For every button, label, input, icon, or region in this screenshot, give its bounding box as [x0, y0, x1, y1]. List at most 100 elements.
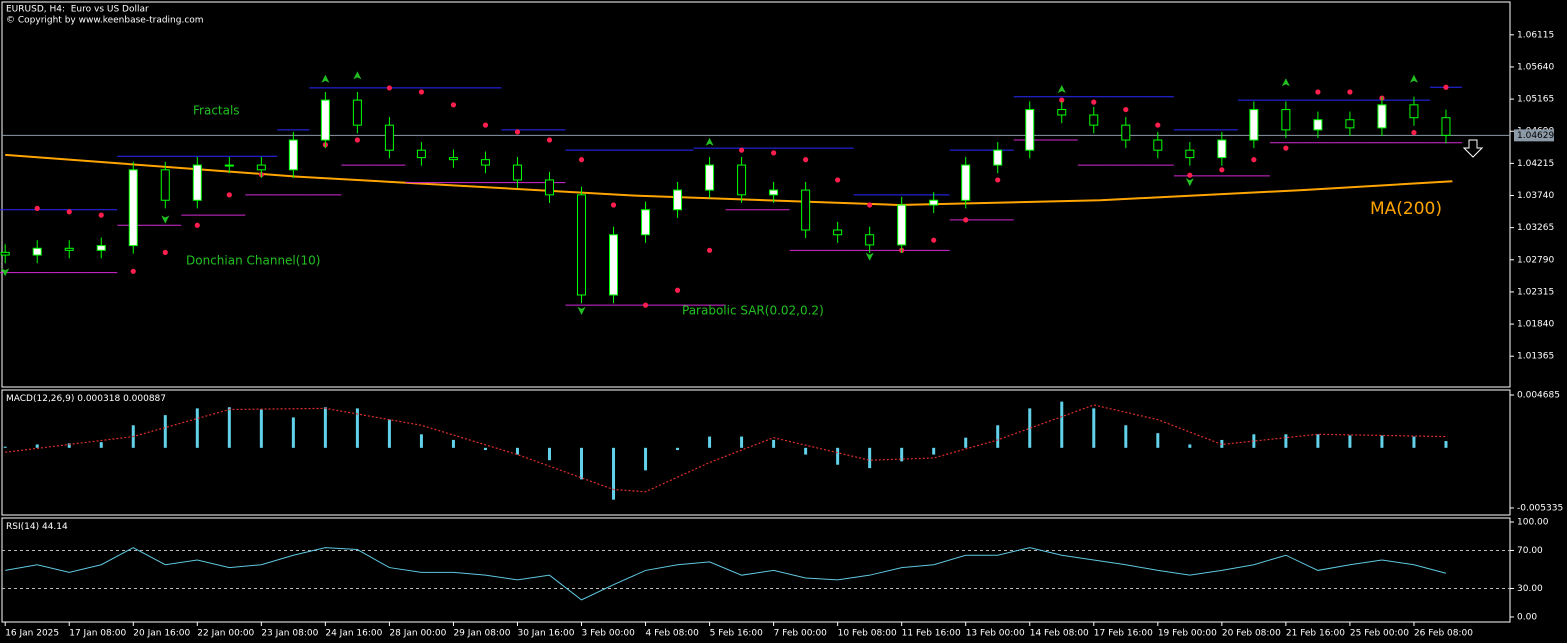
- sar-dot: [1411, 129, 1417, 136]
- current-price-box: [1514, 129, 1554, 142]
- y-tick-label: 1.06115: [1517, 30, 1554, 40]
- macd-bar: [3, 446, 7, 448]
- candle-body: [96, 245, 106, 251]
- rsi-value: 44.14: [42, 522, 68, 532]
- macd-bar: [291, 417, 295, 448]
- candle-body: [833, 229, 843, 236]
- candle-body: [1281, 109, 1291, 131]
- sar-dot: [1059, 97, 1065, 103]
- fractal-down: [1, 268, 10, 277]
- macd-bar: [483, 447, 487, 451]
- candle-body: [0, 251, 10, 256]
- copyright: © Copyright by www.keenbase-trading.com: [6, 16, 204, 26]
- macd-title: MACD(12,26,9): [6, 394, 74, 404]
- candle-body: [1377, 104, 1387, 129]
- macd-panel-frame: [1, 389, 1511, 516]
- macd-bar: [387, 419, 391, 448]
- macd-bar: [580, 447, 584, 480]
- candle-body: [544, 179, 554, 196]
- x-tick-label: 23 Jan 08:00: [261, 629, 318, 639]
- sar-dot: [995, 177, 1001, 183]
- sar-dot: [803, 157, 809, 163]
- macd-bar: [355, 408, 359, 448]
- y-tick-label: 30.00: [1517, 584, 1543, 594]
- candle-body: [1409, 104, 1419, 119]
- sar-dot: [354, 137, 360, 143]
- chart-title: EURUSD, H4: Euro vs US Dollar: [6, 5, 149, 15]
- sar-dot: [418, 89, 425, 95]
- fractal-down: [865, 252, 874, 261]
- candle-body: [32, 247, 42, 256]
- ma-label: MA(200): [1370, 199, 1442, 219]
- candle-body: [929, 199, 939, 206]
- y-tick-label: 1.05640: [1517, 62, 1554, 72]
- macd-bar: [1380, 435, 1384, 448]
- fractal-up: [321, 74, 330, 83]
- price-panel: 1.061151.056401.051651.046901.042151.037…: [0, 30, 1554, 362]
- candle-body: [865, 234, 875, 246]
- macd-panel: 0.004685 -0.005335 MACD(12,26,9) 0.000318 …: [3, 391, 1563, 513]
- sar-dot: [1187, 172, 1193, 178]
- sar-dot: [610, 202, 617, 208]
- candle-body: [897, 204, 907, 246]
- x-tick-label: 19 Feb 00:00: [1158, 629, 1217, 639]
- candle-body: [1057, 109, 1067, 116]
- macd-bar: [836, 447, 840, 465]
- macd-bar: [932, 447, 936, 455]
- fractal-down: [1185, 178, 1194, 187]
- candle-body: [192, 164, 202, 201]
- macd-bar: [1092, 408, 1096, 448]
- sar-dot: [34, 205, 40, 211]
- sar-label: Parabolic SAR(0.02,0.2): [682, 304, 824, 318]
- macd-bar: [868, 447, 872, 469]
- macd-bar: [163, 415, 167, 448]
- candle-body: [64, 247, 74, 251]
- candle-body: [1217, 139, 1227, 159]
- rsi-panel: 100.00 70.00 30.00 0.00 RSI(14) 44.14 16 Jan …: [2, 517, 1549, 639]
- candle-body: [961, 164, 971, 201]
- macd-bar: [1444, 441, 1448, 448]
- macd-main-value: 0.000318: [77, 394, 120, 404]
- candle-body: [609, 234, 619, 296]
- fractal-up: [1057, 84, 1066, 93]
- fractal-down: [161, 215, 170, 224]
- macd-bar: [419, 434, 423, 448]
- macd-header: MACD(12,26,9) 0.000318 0.000887: [6, 394, 166, 404]
- x-tick-label: 29 Jan 08:00: [453, 629, 510, 639]
- x-tick-label: 20 Feb 08:00: [1222, 629, 1281, 639]
- y-tick-label: 70.00: [1517, 546, 1543, 556]
- macd-bar: [99, 442, 103, 448]
- sar-dot: [546, 137, 553, 143]
- macd-bar: [1316, 434, 1320, 448]
- sar-dot: [674, 287, 681, 293]
- sar-dot: [1283, 145, 1289, 151]
- candle-body: [384, 124, 394, 151]
- macd-bar: [644, 447, 648, 471]
- y-tick-label: 1.01840: [1517, 320, 1554, 330]
- sar-dot: [98, 212, 104, 218]
- x-tick-label: 16 Jan 2025: [5, 629, 59, 639]
- sell-signal-arrow: [1462, 139, 1484, 158]
- sar-dot: [1219, 167, 1225, 173]
- candle-body: [288, 139, 298, 171]
- candle-body: [705, 164, 715, 191]
- candle-body: [320, 99, 330, 141]
- y-tick-label: 0.00: [1517, 612, 1537, 622]
- candle-body: [1153, 139, 1163, 151]
- x-tick-label: 10 Feb 08:00: [838, 629, 897, 639]
- macd-bar: [1284, 434, 1288, 448]
- sar-dot: [1251, 157, 1257, 163]
- candle-body: [577, 194, 587, 296]
- macd-signal-value: 0.000887: [123, 394, 166, 404]
- y-tick-label: 1.04215: [1517, 159, 1554, 169]
- candle-body: [1025, 109, 1035, 151]
- macd-signal: [5, 404, 1446, 493]
- sar-dot: [867, 202, 873, 208]
- sar-dot: [1315, 89, 1321, 95]
- sar-dot: [835, 177, 841, 183]
- candle-body: [737, 164, 747, 196]
- candle-body: [480, 159, 490, 166]
- candle-body: [512, 164, 522, 181]
- candle-body: [641, 209, 651, 236]
